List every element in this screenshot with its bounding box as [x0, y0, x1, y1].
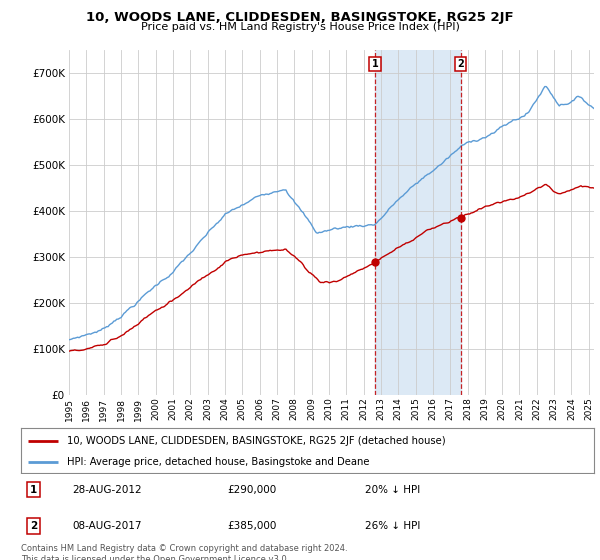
Text: 26% ↓ HPI: 26% ↓ HPI [365, 521, 420, 531]
Text: 20% ↓ HPI: 20% ↓ HPI [365, 484, 420, 494]
Text: Price paid vs. HM Land Registry's House Price Index (HPI): Price paid vs. HM Land Registry's House … [140, 22, 460, 32]
Text: £290,000: £290,000 [227, 484, 277, 494]
Text: 10, WOODS LANE, CLIDDESDEN, BASINGSTOKE, RG25 2JF: 10, WOODS LANE, CLIDDESDEN, BASINGSTOKE,… [86, 11, 514, 24]
Text: 08-AUG-2017: 08-AUG-2017 [73, 521, 142, 531]
Text: 1: 1 [371, 59, 379, 69]
Text: HPI: Average price, detached house, Basingstoke and Deane: HPI: Average price, detached house, Basi… [67, 457, 370, 467]
Text: £385,000: £385,000 [227, 521, 277, 531]
Text: 1: 1 [30, 484, 37, 494]
Text: 2: 2 [30, 521, 37, 531]
Text: 28-AUG-2012: 28-AUG-2012 [73, 484, 142, 494]
Text: Contains HM Land Registry data © Crown copyright and database right 2024.
This d: Contains HM Land Registry data © Crown c… [21, 544, 347, 560]
Text: 2: 2 [457, 59, 464, 69]
Bar [375, 50, 461, 395]
Text: 10, WOODS LANE, CLIDDESDEN, BASINGSTOKE, RG25 2JF (detached house): 10, WOODS LANE, CLIDDESDEN, BASINGSTOKE,… [67, 436, 445, 446]
